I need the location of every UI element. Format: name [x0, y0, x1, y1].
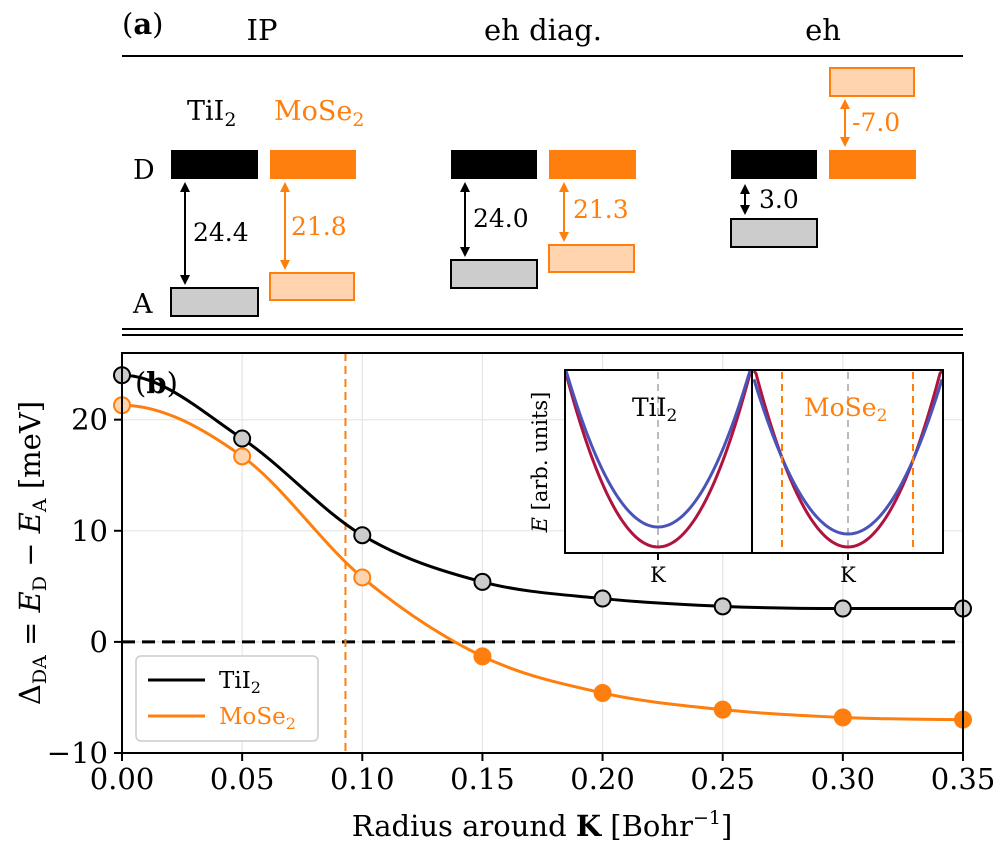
- eh-mose2-acceptor-level: [829, 67, 915, 97]
- y-tick-label: 20: [71, 403, 108, 437]
- panel-b-label: (b): [135, 366, 178, 400]
- series-layer: [113, 366, 972, 729]
- data-point-tii2: [713, 597, 732, 616]
- data-point-mose2: [233, 447, 252, 466]
- x-tick-label: 0.35: [931, 762, 996, 796]
- data-point-mose2: [353, 568, 372, 587]
- tii2-label: TiI2: [187, 96, 236, 131]
- ip-tii2-donor-level: [171, 150, 258, 179]
- data-point-tii2: [593, 589, 612, 608]
- x-axis-label: Radius around K [Bohr−1]: [352, 807, 733, 843]
- y-tick-label: −10: [47, 736, 108, 770]
- series-line-mose2: [121, 403, 964, 722]
- ehdiag-mose2-acceptor-level: [548, 244, 635, 273]
- x-tick-label: 0.10: [330, 762, 395, 796]
- donor-level-label: D: [133, 155, 155, 186]
- data-point-mose2: [473, 647, 492, 666]
- ehdiag-mose2-gap-value: 21.3: [573, 195, 629, 224]
- column-label-eh-diag: eh diag.: [484, 13, 602, 47]
- data-point-tii2: [233, 429, 252, 448]
- data-point-mose2: [713, 700, 732, 719]
- x-tick-label: 0.15: [450, 762, 515, 796]
- ehdiag-mose2-gap-arrow: [559, 182, 569, 242]
- legend-box: [135, 655, 319, 742]
- ip-tii2-gap-value: 24.4: [193, 218, 249, 247]
- eh-tii2-gap-value: 3.0: [759, 185, 799, 214]
- eh-mose2-gap-value: -7.0: [852, 108, 900, 137]
- data-point-tii2: [353, 526, 372, 545]
- series-line-tii2: [121, 373, 963, 611]
- inset-right-frame: [751, 369, 944, 554]
- x-tick-label: 0.20: [570, 762, 635, 796]
- inset-right-upper-band: [752, 378, 944, 536]
- eh-tii2-acceptor-level: [730, 218, 818, 248]
- ticks: 0.00 0.05 0.10 0.15 0.20 0.25 0.30 0.35 −10 0 10 20: [47, 403, 995, 796]
- column-label-eh: eh: [805, 13, 841, 47]
- y-tick-label: 0: [90, 625, 108, 659]
- ip-mose2-gap-value: 21.8: [291, 212, 347, 241]
- ehdiag-tii2-gap-arrow: [460, 182, 470, 257]
- eh-mose2-donor-level: [829, 150, 916, 179]
- ehdiag-mose2-donor-level: [549, 150, 636, 179]
- ip-mose2-donor-level: [270, 150, 356, 179]
- inset-left-title: TiI2: [632, 393, 677, 426]
- inset-left-upper-band: [564, 370, 752, 529]
- data-point-tii2: [833, 599, 852, 618]
- mose2-label: MoSe2: [274, 96, 364, 131]
- x-tick-label: 0.05: [210, 762, 275, 796]
- legend: TiI2 MoSe2: [135, 655, 319, 742]
- inset-left-tick-label: K: [650, 563, 666, 587]
- y-axis-label: ΔDA = ED − EA [meV]: [13, 401, 51, 705]
- ip-tii2-acceptor-level: [170, 287, 259, 317]
- inset-curves: [564, 370, 944, 560]
- ip-mose2-gap-arrow: [280, 182, 290, 270]
- ehdiag-tii2-donor-level: [451, 150, 537, 179]
- panel-a-label: (a): [122, 7, 163, 41]
- data-point-tii2: [473, 572, 492, 591]
- inset: TiI2 MoSe2 E [arb. units] K K: [528, 369, 944, 587]
- plot-frame: [121, 352, 964, 754]
- x-tick-label: 0.00: [90, 762, 155, 796]
- eh-tii2-gap-arrow: [740, 184, 750, 215]
- panel-b-chart: 0.00 0.05 0.10 0.15 0.20 0.25 0.30 0.35 −10 0 10 20…: [13, 352, 995, 843]
- x-tick-label: 0.30: [811, 762, 876, 796]
- eh-tii2-donor-level: [731, 150, 817, 179]
- data-point-mose2: [593, 684, 612, 702]
- ehdiag-tii2-acceptor-level: [450, 259, 538, 289]
- panel-a-energy-diagram: (a) IP eh diag. eh TiI2 MoSe2 D A 24.4 2…: [122, 7, 963, 336]
- inset-right-title: MoSe2: [804, 393, 887, 426]
- y-tick-label: 10: [71, 514, 108, 548]
- x-tick-label: 0.25: [690, 762, 755, 796]
- reference-lines: [122, 353, 963, 753]
- ehdiag-tii2-gap-value: 24.0: [473, 204, 529, 233]
- inset-background: [565, 370, 943, 553]
- inset-right-tick-label: K: [840, 563, 856, 587]
- inset-left-lower-band: [564, 373, 752, 549]
- data-point-mose2: [833, 708, 852, 727]
- inset-y-label: E [arb. units]: [528, 392, 552, 534]
- acceptor-level-label: A: [132, 289, 153, 320]
- legend-mose2-label: MoSe2: [219, 704, 296, 733]
- ip-mose2-acceptor-level: [269, 272, 355, 301]
- ip-tii2-gap-arrow: [180, 182, 190, 285]
- legend-tii2-label: TiI2: [219, 668, 261, 697]
- eh-mose2-gap-arrow: [840, 99, 850, 147]
- column-label-ip: IP: [247, 13, 278, 47]
